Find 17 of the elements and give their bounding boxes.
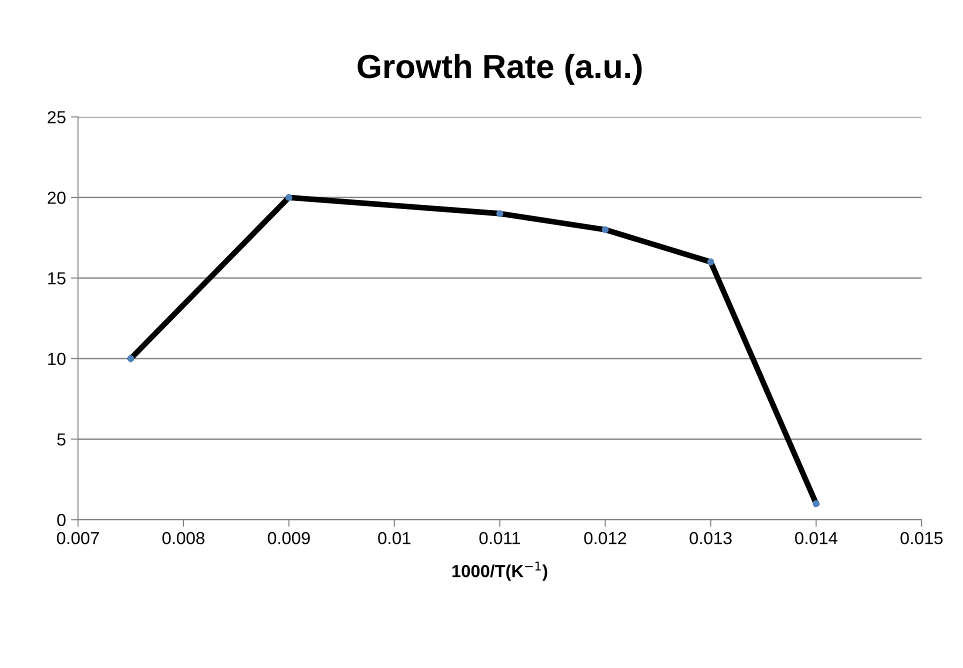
chart-title: Growth Rate (a.u.) — [358, 54, 642, 85]
y-tick-label: 25 — [48, 111, 66, 124]
x-tick-label: 0.012 — [584, 532, 626, 544]
x-axis-title: 1000/T(K$^{−1}$) — [452, 562, 548, 581]
y-tick-label: 5 — [57, 433, 66, 446]
x-tick-label: 0.008 — [162, 532, 204, 544]
y-tick-label: 10 — [48, 352, 66, 366]
x-tick-label: 0.014 — [795, 532, 838, 544]
x-tick-label: 0.011 — [479, 532, 520, 544]
x-tick-label: 0.009 — [268, 532, 310, 544]
x-tick-label: 0.013 — [690, 532, 732, 544]
x-tick-label: 0.015 — [900, 532, 943, 544]
y-tick-label: 20 — [48, 192, 66, 204]
y-tick-label: 15 — [48, 272, 66, 284]
x-tick-label: 0.007 — [56, 532, 99, 544]
y-tick-label: 0 — [57, 514, 66, 526]
x-tick-label: 0.01 — [378, 532, 410, 544]
